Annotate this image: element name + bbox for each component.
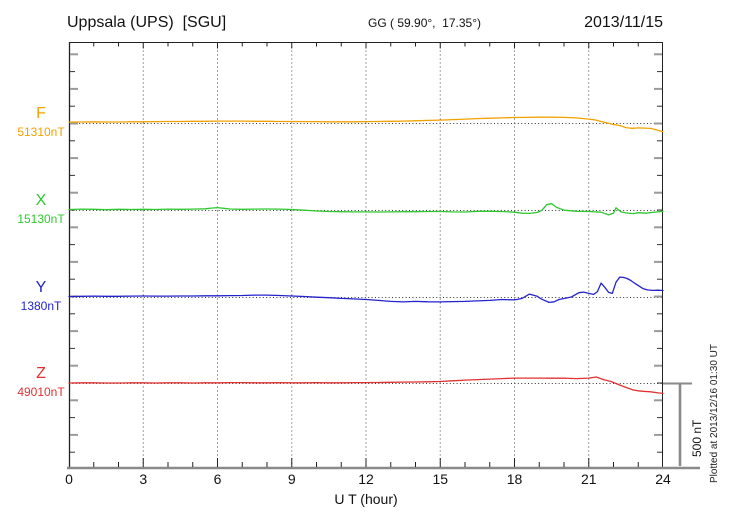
component-x-baseline-value: 15130nT bbox=[17, 211, 65, 226]
trace-f bbox=[68, 116, 664, 133]
x-tick-label: 3 bbox=[139, 471, 148, 487]
component-x: X 15130nT bbox=[6, 191, 76, 226]
station-title: Uppsala (UPS) [SGU] bbox=[67, 14, 227, 31]
component-f-label: F bbox=[36, 104, 46, 122]
x-tick-label: 12 bbox=[358, 471, 374, 487]
component-y-baseline-value: 1380nT bbox=[20, 298, 62, 313]
trace-x bbox=[68, 203, 664, 216]
x-tick-label: 18 bbox=[506, 471, 523, 487]
x-axis-title: U T (hour) bbox=[334, 491, 398, 507]
geographic-coordinates: GG ( 59.90°, 17.35°) bbox=[368, 16, 481, 30]
trace-z bbox=[68, 376, 664, 395]
plot-date: 2013/11/15 bbox=[584, 14, 663, 31]
component-z-label: Z bbox=[36, 364, 46, 382]
x-tick-label: 9 bbox=[287, 471, 296, 487]
x-tick-label: 6 bbox=[213, 471, 222, 487]
plotted-timestamp: Plotted at 2013/12/16 01:30 UT bbox=[709, 344, 720, 483]
x-tick-label: 15 bbox=[432, 471, 449, 487]
component-x-label: X bbox=[35, 191, 47, 209]
x-tick-label: 0 bbox=[65, 471, 73, 487]
component-y: Y 1380nT bbox=[6, 278, 76, 313]
component-f: F 51310nT bbox=[6, 104, 76, 139]
x-tick-label: 24 bbox=[655, 471, 671, 487]
component-y-label: Y bbox=[35, 278, 47, 296]
component-z-baseline-value: 49010nT bbox=[17, 384, 65, 399]
trace-y bbox=[68, 276, 664, 304]
component-f-baseline-value: 51310nT bbox=[17, 124, 65, 139]
x-tick-label: 21 bbox=[580, 471, 597, 487]
component-z: Z 49010nT bbox=[6, 364, 76, 399]
scale-bar-label: 500 nT bbox=[690, 419, 704, 457]
